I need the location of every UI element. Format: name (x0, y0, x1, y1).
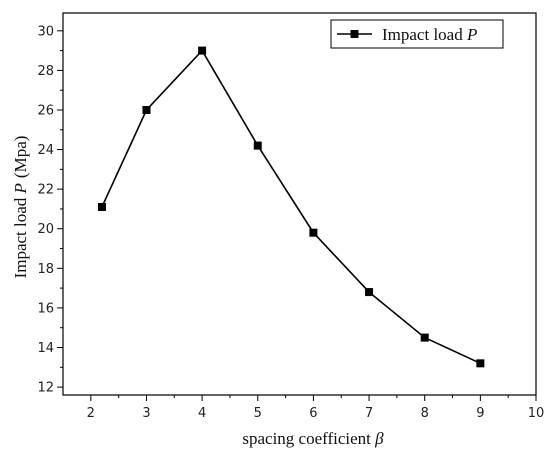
y-axis-label-text: Impact load (11, 193, 30, 278)
y-tick-label: 12 (37, 381, 54, 396)
data-point-marker (420, 333, 429, 342)
y-tick-label: 30 (37, 24, 54, 39)
data-point-marker (142, 105, 151, 114)
x-axis-label-symbol: β (374, 429, 384, 448)
y-axis-ticks: 12 14 16 18 20 22 24 26 28 30 (37, 24, 63, 396)
y-tick-label: 20 (37, 222, 54, 237)
y-axis-label: Impact load P (Mpa) (11, 136, 30, 279)
data-point-marker (198, 46, 207, 55)
legend-label-symbol: P (466, 25, 477, 44)
x-tick-label: 4 (198, 406, 206, 421)
legend-label: Impact load P (382, 25, 477, 44)
data-point-marker (97, 202, 106, 211)
data-point-marker (476, 359, 485, 368)
x-tick-label: 8 (421, 406, 429, 421)
x-tick-label: 3 (142, 406, 150, 421)
plot-frame (62, 12, 537, 396)
data-point-marker (253, 141, 262, 150)
x-tick-label: 6 (309, 406, 317, 421)
x-tick-label: 9 (476, 406, 484, 421)
x-tick-label: 5 (254, 406, 262, 421)
data-point-marker (309, 228, 318, 237)
x-tick-label: 7 (365, 406, 373, 421)
y-axis-label-symbol: P (11, 183, 30, 194)
x-tick-label: 10 (528, 406, 545, 421)
y-tick-label: 18 (37, 262, 54, 277)
y-tick-label: 16 (37, 301, 54, 316)
series-line (101, 49, 481, 365)
y-tick-label: 28 (37, 64, 54, 79)
series-impact-load (97, 46, 485, 368)
y-tick-label: 22 (37, 183, 54, 198)
plot-axes (62, 12, 537, 396)
legend-marker-sample (350, 30, 359, 38)
legend: Impact load P (330, 19, 504, 49)
legend-label-text: Impact load (382, 25, 467, 44)
x-axis-label-text: spacing coefficient (242, 429, 375, 448)
x-axis-ticks: 2 3 4 5 6 7 8 9 10 (87, 395, 545, 421)
y-axis-label-unit: (Mpa) (11, 136, 30, 178)
y-tick-label: 24 (37, 143, 54, 158)
y-tick-label: 26 (37, 103, 54, 118)
y-tick-label: 14 (37, 341, 54, 356)
x-axis-label: spacing coefficient β (242, 429, 384, 448)
data-point-marker (365, 288, 374, 297)
x-tick-label: 2 (87, 406, 95, 421)
